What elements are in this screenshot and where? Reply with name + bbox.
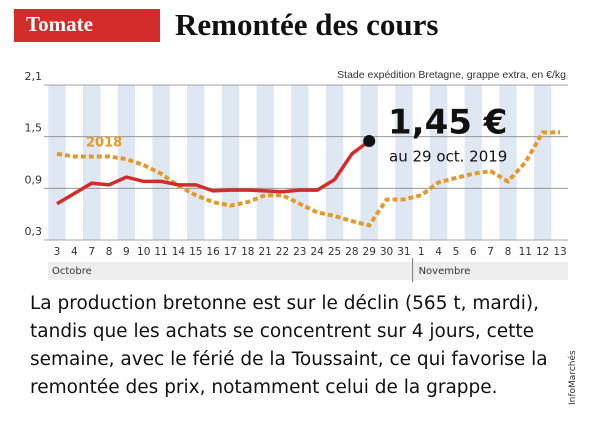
stripe	[533, 85, 552, 240]
month-band	[48, 262, 568, 280]
stripe	[48, 85, 66, 240]
x-tick-label: 3	[54, 246, 61, 258]
x-tick-label: 24	[310, 246, 324, 258]
x-tick-label: 11	[154, 246, 167, 258]
x-tick-label: 18	[241, 246, 254, 258]
x-tick-label: 17	[224, 246, 237, 258]
tag-box	[14, 9, 160, 42]
paragraph-line: tandis que les achats se concentrent sur…	[30, 321, 535, 342]
annotation-date: au 29 oct. 2019	[389, 148, 507, 166]
x-tick-label: 4	[71, 246, 78, 258]
y-tick-label: 2,1	[25, 70, 43, 83]
x-tick-label: 6	[470, 246, 477, 258]
x-tick-label: 28	[345, 246, 358, 258]
stripe	[187, 85, 205, 240]
x-tick-label: 29	[363, 246, 376, 258]
x-tick-label: 25	[328, 246, 341, 258]
x-tick-label: 11	[519, 246, 532, 258]
paragraph-line: remontée des prix, notamment celui de la…	[30, 377, 498, 398]
stripe	[256, 85, 274, 240]
x-tick-label: 16	[206, 246, 220, 258]
stripe	[221, 85, 240, 240]
x-tick-label: 21	[258, 246, 271, 258]
y-tick-label: 0,9	[25, 173, 43, 186]
x-tick-label: 23	[293, 246, 306, 258]
series-line	[56, 130, 560, 228]
stripe	[395, 85, 413, 240]
series-label: 2018	[86, 136, 122, 151]
x-tick-label: 22	[276, 246, 289, 258]
stripe	[291, 85, 309, 240]
x-tick-label: 15	[189, 246, 202, 258]
x-tick-label: 9	[123, 246, 130, 258]
subtitle: Stade expédition Bretagne, grappe extra,…	[337, 69, 566, 81]
x-tick-label: 7	[487, 246, 494, 258]
x-tick-label: 14	[172, 246, 186, 258]
stripe	[117, 85, 136, 240]
paragraph-line: semaine, avec le férié de la Toussaint, …	[30, 349, 548, 370]
x-tick-label: 8	[505, 246, 512, 258]
stripe	[83, 85, 101, 240]
x-tick-label: 7	[88, 246, 95, 258]
x-tick-label: 4	[435, 246, 442, 258]
tag: Tomate	[26, 12, 93, 36]
stripe	[464, 85, 482, 240]
stripe	[499, 85, 517, 240]
stripe	[152, 85, 170, 240]
chart-title: Remontée des cours	[175, 7, 438, 42]
y-tick-label: 1,5	[25, 122, 43, 135]
month-label: Novembre	[419, 266, 471, 277]
stripe	[429, 85, 448, 240]
x-tick-label: 1	[418, 246, 425, 258]
paragraph: La production bretonne est sur le déclin…	[30, 290, 570, 402]
x-tick-label: 10	[137, 246, 150, 258]
stripe	[360, 85, 378, 240]
annotation-value: 1,45 €	[388, 103, 507, 143]
month-label: Octobre	[52, 266, 92, 277]
x-tick-label: 13	[553, 246, 566, 258]
x-tick-label: 12	[536, 246, 549, 258]
credit: InfoMarchés	[568, 350, 578, 405]
paragraph-line: La production bretonne est sur le déclin…	[30, 293, 539, 314]
x-tick-label: 5	[453, 246, 460, 258]
stripe	[325, 85, 344, 240]
series-line	[56, 139, 371, 206]
x-tick-label: 8	[106, 246, 113, 258]
x-tick-label: 31	[397, 246, 410, 258]
x-tick-label: 30	[380, 246, 393, 258]
y-tick-label: 0,3	[25, 225, 43, 238]
end-dot	[363, 134, 376, 147]
